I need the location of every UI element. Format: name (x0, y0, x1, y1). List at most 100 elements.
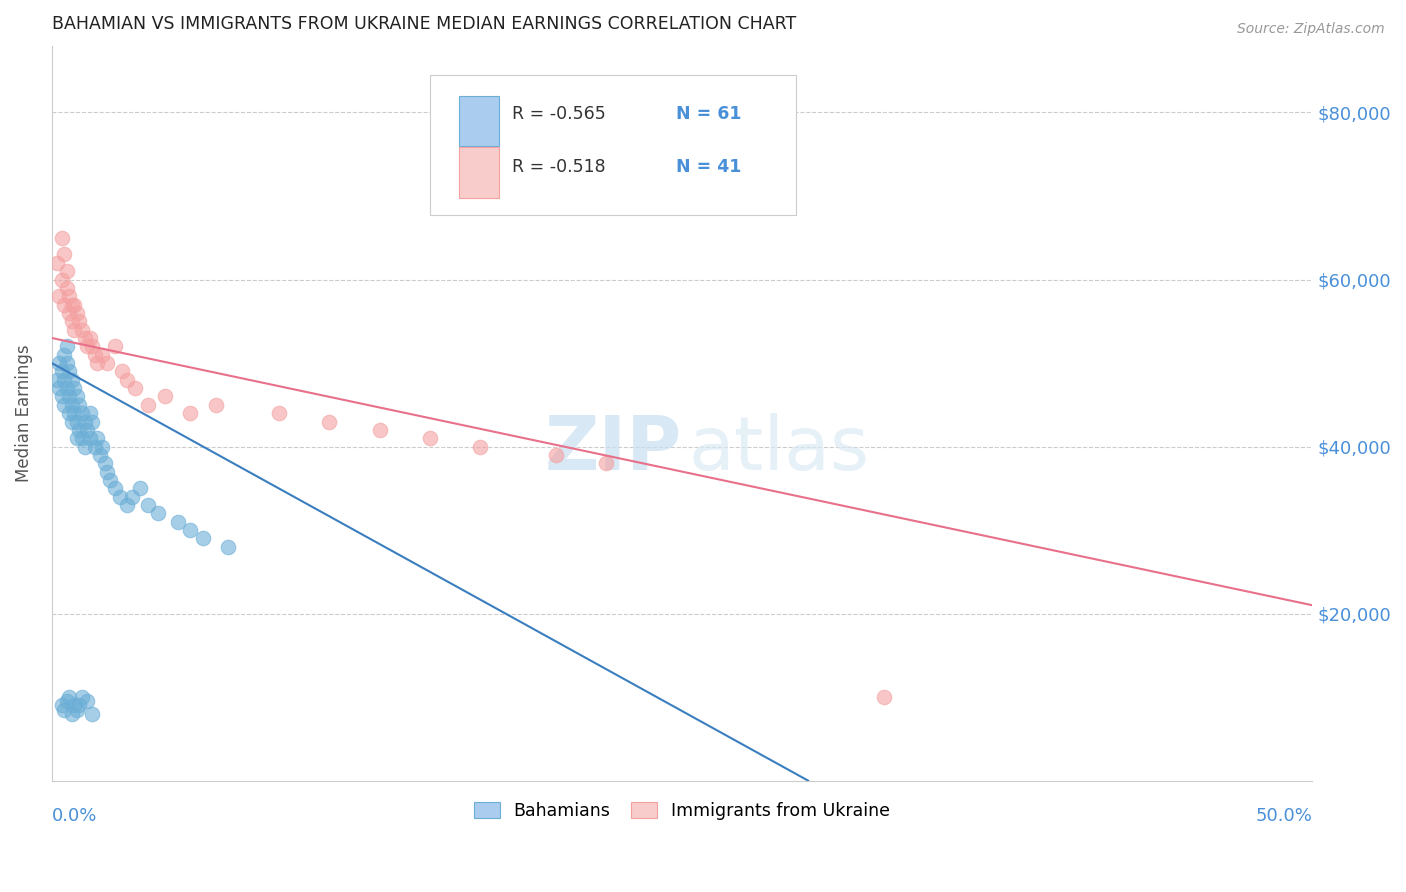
Point (53, 297, 76, 311)
Point (73, 415, 96, 429)
Text: atlas: atlas (689, 413, 869, 486)
Point (63, 406, 86, 420)
Point (117, 498, 139, 512)
Point (155, 389, 177, 403)
Point (56, 356, 79, 370)
Point (104, 339, 127, 353)
Point (179, 406, 201, 420)
Point (267, 406, 290, 420)
Point (117, 373, 139, 387)
Point (51, 231, 73, 245)
Point (51, 389, 73, 403)
Point (56, 264, 79, 278)
Point (66, 703, 89, 717)
FancyBboxPatch shape (458, 147, 499, 198)
Text: R = -0.518: R = -0.518 (512, 158, 606, 176)
Point (108, 490, 131, 504)
Text: R = -0.565: R = -0.565 (512, 105, 606, 123)
Point (53, 373, 76, 387)
Point (93, 456, 115, 470)
Point (217, 540, 239, 554)
Point (146, 507, 169, 521)
Point (63, 698, 86, 713)
Point (83, 440, 105, 454)
Point (45, 373, 67, 387)
Point (63, 297, 86, 311)
Y-axis label: Median Earnings: Median Earnings (15, 344, 32, 482)
Text: BAHAMIAN VS IMMIGRANTS FROM UKRAINE MEDIAN EARNINGS CORRELATION CHART: BAHAMIAN VS IMMIGRANTS FROM UKRAINE MEDI… (52, 15, 796, 33)
Point (368, 423, 391, 437)
Point (79, 406, 101, 420)
FancyBboxPatch shape (458, 95, 499, 146)
Point (79, 431, 101, 445)
Point (79, 331, 101, 345)
Point (70, 406, 93, 420)
Point (166, 515, 188, 529)
Point (318, 415, 340, 429)
Point (136, 498, 159, 512)
Text: N = 41: N = 41 (676, 158, 741, 176)
Text: N = 61: N = 61 (676, 105, 741, 123)
Point (69, 698, 91, 713)
Point (121, 490, 143, 504)
Point (69, 423, 91, 437)
Point (83, 348, 105, 362)
Point (419, 431, 441, 445)
Point (51, 364, 73, 378)
Point (58, 364, 80, 378)
Point (76, 694, 98, 708)
Point (544, 448, 567, 462)
Point (96, 356, 118, 370)
Point (111, 364, 134, 378)
Point (48, 381, 70, 395)
Point (80, 339, 103, 353)
Point (58, 306, 80, 320)
Point (70, 431, 93, 445)
Point (60, 314, 83, 328)
Point (48, 356, 70, 370)
Point (63, 323, 86, 337)
Point (60, 706, 83, 721)
Point (104, 481, 127, 495)
Point (58, 289, 80, 303)
Point (51, 272, 73, 286)
Point (136, 398, 159, 412)
Point (53, 398, 76, 412)
Point (80, 706, 103, 721)
Point (66, 306, 89, 320)
Legend: Bahamians, Immigrants from Ukraine: Bahamians, Immigrants from Ukraine (467, 795, 897, 827)
Point (873, 690, 896, 705)
Point (470, 440, 492, 454)
Text: ZIP: ZIP (544, 413, 682, 486)
Point (70, 690, 93, 705)
Text: Source: ZipAtlas.com: Source: ZipAtlas.com (1237, 22, 1385, 37)
Point (124, 381, 146, 395)
Point (60, 415, 83, 429)
Point (45, 256, 67, 270)
Point (91, 348, 114, 362)
Text: 50.0%: 50.0% (1256, 807, 1312, 825)
Point (80, 415, 103, 429)
Point (69, 398, 91, 412)
Point (58, 406, 80, 420)
Point (60, 297, 83, 311)
Point (56, 281, 79, 295)
Point (86, 356, 108, 370)
Point (76, 339, 98, 353)
FancyBboxPatch shape (430, 75, 796, 215)
Point (69, 314, 91, 328)
Point (60, 398, 83, 412)
Point (76, 423, 98, 437)
Point (179, 523, 201, 537)
Point (48, 289, 70, 303)
Point (191, 532, 214, 546)
Point (56, 339, 79, 353)
Point (66, 431, 89, 445)
Text: 0.0%: 0.0% (52, 807, 97, 825)
Point (53, 703, 76, 717)
Point (70, 323, 93, 337)
Point (66, 415, 89, 429)
Point (66, 389, 89, 403)
Point (53, 348, 76, 362)
Point (91, 440, 114, 454)
